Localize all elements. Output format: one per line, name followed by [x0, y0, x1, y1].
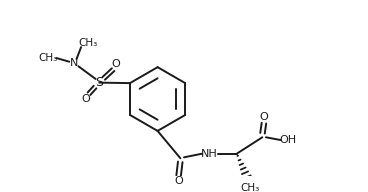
Text: O: O	[112, 60, 120, 70]
Text: CH₃: CH₃	[79, 38, 98, 48]
Text: OH: OH	[279, 135, 296, 145]
Text: N: N	[70, 58, 78, 68]
Text: O: O	[174, 176, 183, 186]
Text: CH₃: CH₃	[39, 53, 58, 63]
Text: NH: NH	[201, 149, 218, 159]
Text: O: O	[260, 112, 269, 122]
Text: O: O	[81, 94, 90, 104]
Text: CH₃: CH₃	[240, 183, 259, 192]
Text: S: S	[95, 76, 103, 89]
